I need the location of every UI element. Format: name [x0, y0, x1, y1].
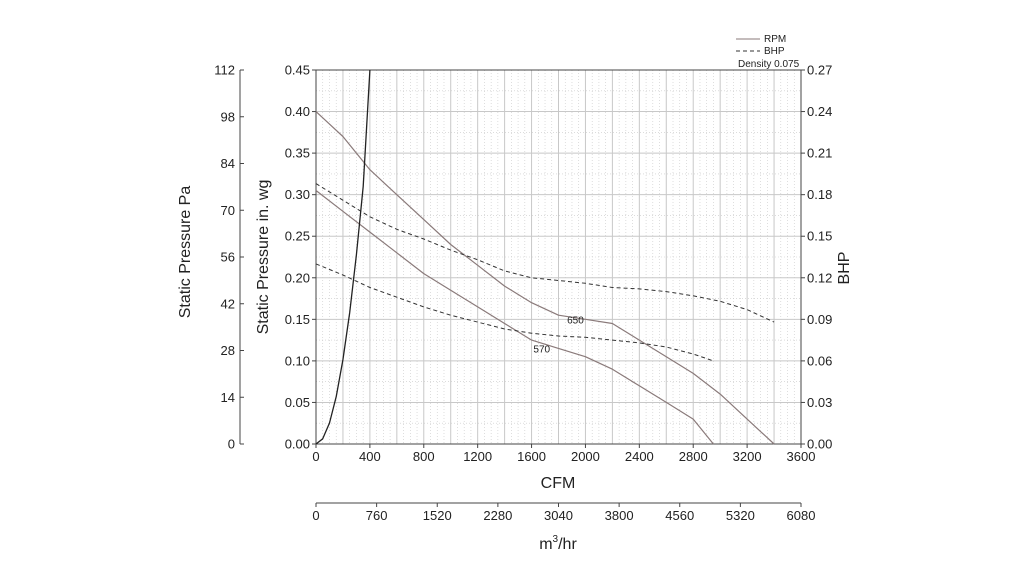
- y-tick-label: 0.35: [285, 146, 310, 161]
- yr-tick-label: 0.09: [807, 312, 832, 327]
- yr-tick-label: 0.27: [807, 63, 832, 78]
- curve-label-570: 570: [533, 344, 550, 355]
- y-axis-inwg-ticks: 0.00 0.05 0.10 0.15 0.20 0.25 0.30 0.35 0.40 0.45: [285, 63, 316, 452]
- ypa-tick-label: 70: [221, 203, 235, 218]
- x-tick-label: 2000: [571, 449, 600, 464]
- yr-tick-label: 0.15: [807, 229, 832, 244]
- x-tick-label: 3200: [733, 449, 762, 464]
- y-tick-label: 0.20: [285, 270, 310, 285]
- x-tick-label: 400: [359, 449, 381, 464]
- x2-tick-label: 1520: [423, 508, 452, 523]
- x2-tick-label: 0: [312, 508, 319, 523]
- y-tick-label: 0.05: [285, 395, 310, 410]
- x2-tick-label: 4560: [665, 508, 694, 523]
- x-tick-label: 3600: [787, 449, 816, 464]
- y-tick-label: 0.15: [285, 312, 310, 327]
- y-tick-label: 0.00: [285, 437, 310, 452]
- yr-tick-label: 0.03: [807, 395, 832, 410]
- grid: [316, 70, 801, 444]
- ypa-tick-label: 98: [221, 109, 235, 124]
- x-axis-m3hr-ticks: 0 760 1520 2280 3040 3800 4560 5320 6080: [312, 503, 815, 523]
- yr-tick-label: 0.00: [807, 437, 832, 452]
- system-curve: [315, 69, 371, 445]
- x-axis-cfm-title: CFM: [541, 475, 576, 492]
- ypa-tick-label: 28: [221, 343, 235, 358]
- x-tick-label: 1600: [517, 449, 546, 464]
- ypa-tick-label: 14: [221, 390, 235, 405]
- y-axis-bhp-title: BHP: [836, 252, 853, 285]
- ypa-tick-label: 112: [214, 63, 235, 78]
- x-tick-label: 1200: [463, 449, 492, 464]
- y-axis-inwg-title: Static Pressure in. wg: [255, 180, 272, 335]
- series-layer: [315, 69, 775, 445]
- x-tick-label: 800: [413, 449, 435, 464]
- x-tick-label: 2800: [679, 449, 708, 464]
- legend-density-note: Density 0.075: [738, 59, 800, 70]
- x-tick-label: 0: [312, 449, 319, 464]
- rpm-curve-650: [315, 111, 775, 445]
- plot-area-frame: [315, 69, 802, 445]
- yr-tick-label: 0.24: [807, 104, 832, 119]
- yr-tick-label: 0.06: [807, 353, 832, 368]
- ypa-tick-label: 56: [221, 250, 235, 265]
- legend-bhp-label: BHP: [764, 46, 785, 57]
- y-axis-pa-title: Static Pressure Pa: [177, 186, 194, 319]
- curve-label-650: 650: [567, 315, 584, 326]
- x2-tick-label: 6080: [787, 508, 816, 523]
- x2-tick-label: 3040: [544, 508, 573, 523]
- x-axis-m3hr-tail: /hr: [558, 536, 577, 553]
- y-tick-label: 0.45: [285, 63, 310, 78]
- x2-tick-label: 5320: [726, 508, 755, 523]
- legend-rpm-label: RPM: [764, 34, 786, 45]
- y-tick-label: 0.10: [285, 353, 310, 368]
- y-tick-label: 0.25: [285, 229, 310, 244]
- x2-tick-label: 3800: [605, 508, 634, 523]
- x-axis-cfm-ticks: 0 400 800 1200 1600 2000 2400 2800 3200 3600: [312, 444, 815, 464]
- x2-tick-label: 2280: [483, 508, 512, 523]
- x-tick-label: 2400: [625, 449, 654, 464]
- y-axis-bhp-ticks: 0.00 0.03 0.06 0.09 0.12 0.15 0.18 0.21 0.24 0.27: [801, 63, 832, 452]
- y-tick-label: 0.30: [285, 187, 310, 202]
- yr-tick-label: 0.21: [807, 146, 832, 161]
- legend: RPM BHP Density 0.075: [736, 34, 800, 70]
- x2-tick-label: 760: [366, 508, 388, 523]
- y-axis-pa-ticks: 0 14 28 42 56 70 84 98 112: [214, 63, 244, 452]
- ypa-tick-label: 84: [221, 156, 235, 171]
- ypa-tick-label: 0: [228, 437, 235, 452]
- curve-labels: 650 570: [533, 315, 584, 355]
- x-axis-m3hr-title: m3/hr: [539, 534, 577, 553]
- rpm-curve-570: [315, 190, 714, 445]
- y-tick-label: 0.40: [285, 104, 310, 119]
- x-axis-m3hr-base: m: [539, 536, 552, 553]
- yr-tick-label: 0.12: [807, 270, 832, 285]
- ypa-tick-label: 42: [221, 296, 235, 311]
- yr-tick-label: 0.18: [807, 187, 832, 202]
- bhp-curve-570: [315, 263, 714, 362]
- x-axis-m3hr-sup: 3: [553, 534, 559, 545]
